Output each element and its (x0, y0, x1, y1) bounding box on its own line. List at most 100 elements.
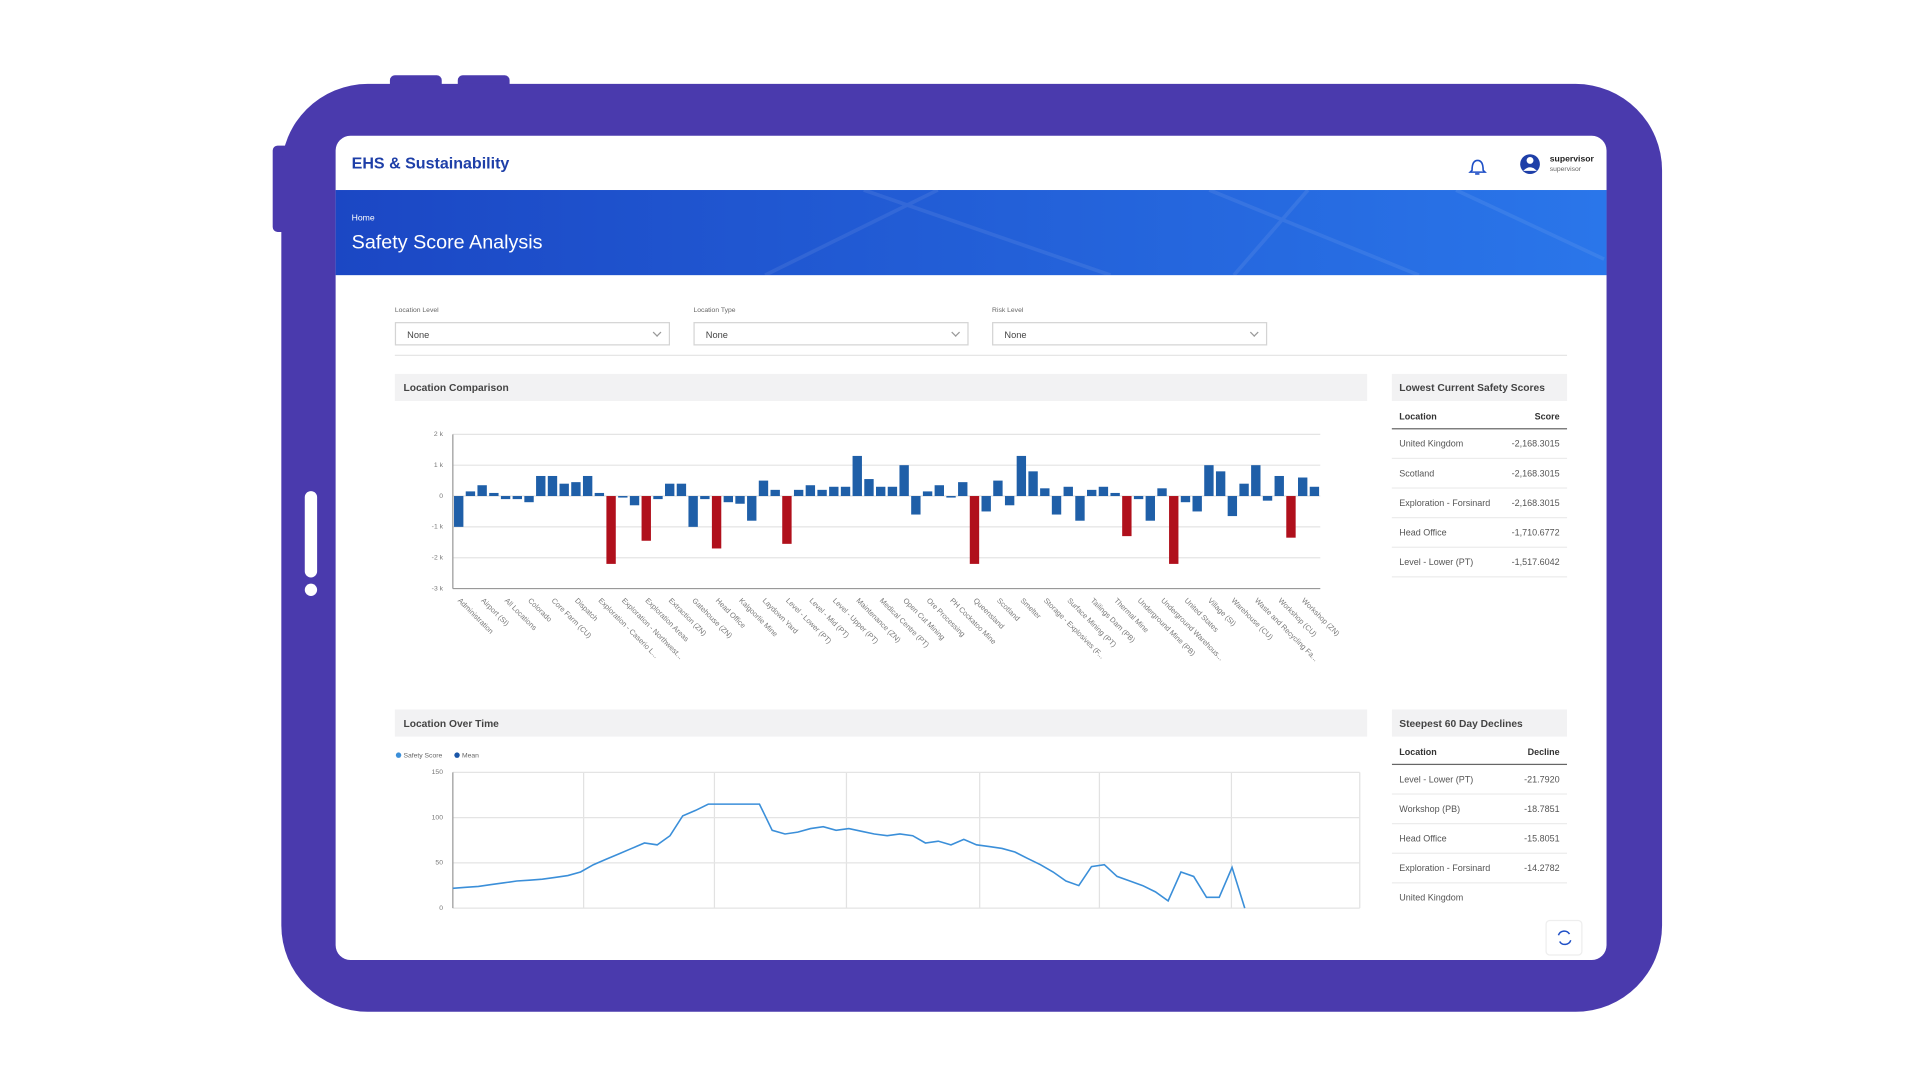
legend-label: Safety Score (403, 753, 442, 760)
bar (536, 475, 546, 497)
refresh-icon (1557, 930, 1572, 946)
bar (711, 496, 722, 549)
cell-value: -15.8051 (1524, 832, 1560, 844)
cell-location: Head Office (1399, 832, 1447, 844)
bar (582, 475, 593, 497)
column-header: Location (1399, 746, 1437, 758)
bar (1075, 496, 1085, 521)
table-row: Head Office -15.8051 (1391, 824, 1568, 854)
bar (934, 485, 944, 497)
bar (747, 496, 757, 521)
table-title: Lowest Current Safety Scores (1391, 373, 1568, 402)
bar (1110, 492, 1120, 497)
select[interactable]: None (992, 322, 1268, 346)
legend-marker (395, 752, 402, 758)
chevron (1249, 328, 1259, 337)
table-row: United Kingdom (1392, 883, 1567, 909)
bar (1286, 496, 1296, 538)
y-tick-label: -2 k (432, 555, 444, 562)
cell-value: -21.7920 (1524, 773, 1560, 785)
bar (1087, 489, 1097, 497)
y-tick-label: 100 (432, 814, 444, 821)
bar (1204, 465, 1214, 497)
cell-location: United Kingdom (1399, 892, 1464, 904)
column-header: Score (1534, 410, 1560, 422)
user-role: supervisor (1550, 166, 1582, 173)
banner-pattern (764, 188, 1605, 277)
app-title: EHS & Sustainability (352, 154, 510, 172)
y-tick-label: 150 (432, 769, 444, 776)
cell-value: -1,710.6772 (1511, 526, 1560, 538)
bar (911, 496, 921, 515)
cell-location: Scotland (1399, 467, 1435, 479)
bar (899, 465, 909, 497)
cell-location: Head Office (1399, 526, 1447, 538)
notification-bell[interactable] (1468, 159, 1487, 175)
bar (1016, 455, 1027, 497)
column-header: Location (1399, 410, 1437, 422)
table-panel: Steepest 60 Day Declines Location Decline L… (1391, 709, 1568, 909)
column-header: Decline (1527, 746, 1560, 758)
select[interactable]: None (693, 322, 969, 346)
panel-title: Location Comparison (394, 373, 1368, 402)
chevron (951, 328, 961, 337)
y-tick-label: 2 k (434, 431, 444, 438)
bar (1251, 465, 1261, 497)
bar (758, 480, 769, 497)
bar (1192, 496, 1202, 512)
bar (618, 496, 628, 498)
cell-value: -1,517.6042 (1511, 556, 1560, 568)
y-tick-label: 1 k (434, 462, 444, 469)
refresh-button[interactable] (1545, 919, 1583, 956)
bar (782, 496, 792, 544)
line-series (452, 803, 1246, 909)
bar (524, 496, 534, 503)
breadcrumb[interactable]: Home (352, 213, 375, 223)
cell-location: Exploration - Forsinard (1399, 862, 1491, 874)
bar (735, 496, 745, 504)
user-name: supervisor (1550, 153, 1595, 163)
cell-location: United Kingdom (1399, 438, 1464, 450)
bar (1180, 496, 1191, 503)
filter-label: Location Type (693, 307, 736, 315)
bar (1274, 475, 1284, 497)
filter-label: Location Level (394, 307, 439, 315)
legend-marker (454, 752, 460, 758)
bar (969, 496, 980, 564)
camera-dot (304, 583, 318, 596)
user-avatar[interactable] (1520, 154, 1540, 174)
legend-label: Mean (462, 753, 479, 760)
bar (805, 485, 816, 497)
bar (477, 485, 487, 497)
filter-label: Risk Level (992, 307, 1024, 315)
bar (1051, 496, 1062, 515)
bar (1169, 496, 1179, 564)
bar (641, 496, 651, 541)
bar (500, 496, 511, 500)
bar (1028, 471, 1038, 497)
bar (887, 486, 898, 497)
bar (1227, 496, 1238, 517)
bar (864, 479, 874, 497)
bar (653, 496, 663, 500)
bar (1133, 496, 1144, 500)
cell-value: -2,168.3015 (1511, 497, 1560, 509)
bar (1262, 496, 1273, 501)
bar (676, 483, 687, 497)
bar (1040, 488, 1050, 497)
bar (1215, 471, 1226, 497)
bar (770, 489, 780, 497)
bar (958, 482, 968, 497)
table-row: Level - Lower (PT) -21.7920 (1391, 765, 1568, 795)
table-title: Steepest 60 Day Declines (1391, 709, 1568, 737)
bar (1063, 486, 1073, 497)
bar (852, 455, 862, 497)
select[interactable]: None (394, 322, 671, 346)
table-row: Exploration - Forsinard -14.2782 (1391, 854, 1568, 884)
cell-location: Exploration - Forsinard (1399, 497, 1491, 509)
table-header: Location Decline (1391, 737, 1568, 766)
cell-value: -2,168.3015 (1511, 438, 1560, 450)
panel-title: Location Over Time (394, 709, 1368, 737)
bar (629, 496, 640, 506)
